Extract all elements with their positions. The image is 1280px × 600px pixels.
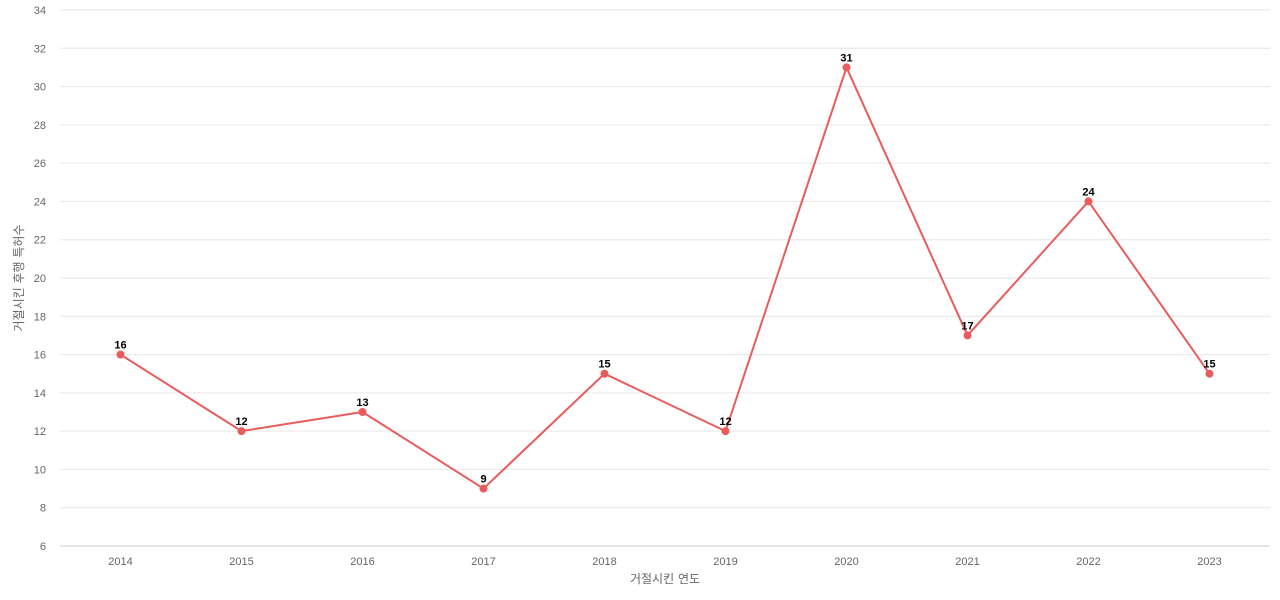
- data-label: 24: [1082, 186, 1095, 198]
- data-point[interactable]: [237, 427, 246, 436]
- y-tick-label: 18: [34, 311, 46, 323]
- data-label: 13: [356, 397, 368, 409]
- y-tick-label: 34: [34, 5, 46, 17]
- y-tick-label: 24: [34, 196, 46, 208]
- y-tick-label: 22: [34, 235, 46, 247]
- y-tick-label: 30: [34, 82, 46, 94]
- y-tick-label: 10: [34, 464, 46, 476]
- data-label: 12: [235, 416, 247, 428]
- x-tick-label: 2020: [834, 556, 858, 568]
- y-gridlines: [60, 9, 1270, 509]
- data-point[interactable]: [116, 350, 125, 359]
- data-point[interactable]: [721, 427, 730, 436]
- x-tick-label: 2017: [471, 556, 495, 568]
- x-tick-label: 2021: [955, 556, 979, 568]
- data-label: 15: [1203, 359, 1215, 371]
- x-axis-ticks: 2014 2015 2016 2017 2018 2019 2020 2021 2022 2023: [108, 556, 1221, 568]
- x-tick-label: 2014: [108, 556, 132, 568]
- data-point[interactable]: [842, 63, 851, 72]
- data-point[interactable]: [358, 408, 367, 416]
- x-tick-label: 2019: [713, 556, 737, 568]
- data-label: 12: [719, 416, 731, 428]
- data-point[interactable]: [1205, 369, 1214, 378]
- data-point[interactable]: [963, 331, 972, 340]
- x-tick-label: 2016: [350, 556, 374, 568]
- y-tick-label: 6: [40, 541, 46, 553]
- y-tick-label: 8: [40, 503, 46, 515]
- y-axis-title: 거절시킨 후행 특허수: [11, 225, 26, 332]
- y-tick-label: 32: [34, 43, 46, 55]
- x-tick-label: 2023: [1197, 556, 1221, 568]
- data-label: 17: [961, 320, 973, 332]
- data-label: 31: [840, 52, 852, 64]
- y-tick-label: 12: [34, 426, 46, 438]
- data-point[interactable]: [600, 369, 609, 378]
- x-tick-label: 2018: [592, 556, 616, 568]
- data-point[interactable]: [479, 484, 488, 493]
- series-group: 16 12 13 9 15 12 31 17 24 15: [114, 52, 1216, 493]
- data-label: 16: [114, 340, 126, 352]
- series-line: [119, 66, 1211, 490]
- y-tick-label: 14: [34, 388, 46, 400]
- data-label: 15: [598, 359, 610, 371]
- x-axis-title: 거절시킨 연도: [630, 572, 700, 586]
- y-tick-label: 20: [34, 273, 46, 285]
- y-tick-label: 16: [34, 350, 46, 362]
- data-label: 9: [480, 474, 486, 486]
- x-tick-label: 2015: [229, 556, 253, 568]
- y-tick-label: 28: [34, 120, 46, 132]
- y-tick-label: 26: [34, 158, 46, 170]
- y-axis-ticks: 6 8 10 12 14 16 18 20 22 24 26 28 30 32 34: [34, 5, 46, 553]
- x-tick-label: 2022: [1076, 556, 1100, 568]
- data-point[interactable]: [1084, 197, 1093, 206]
